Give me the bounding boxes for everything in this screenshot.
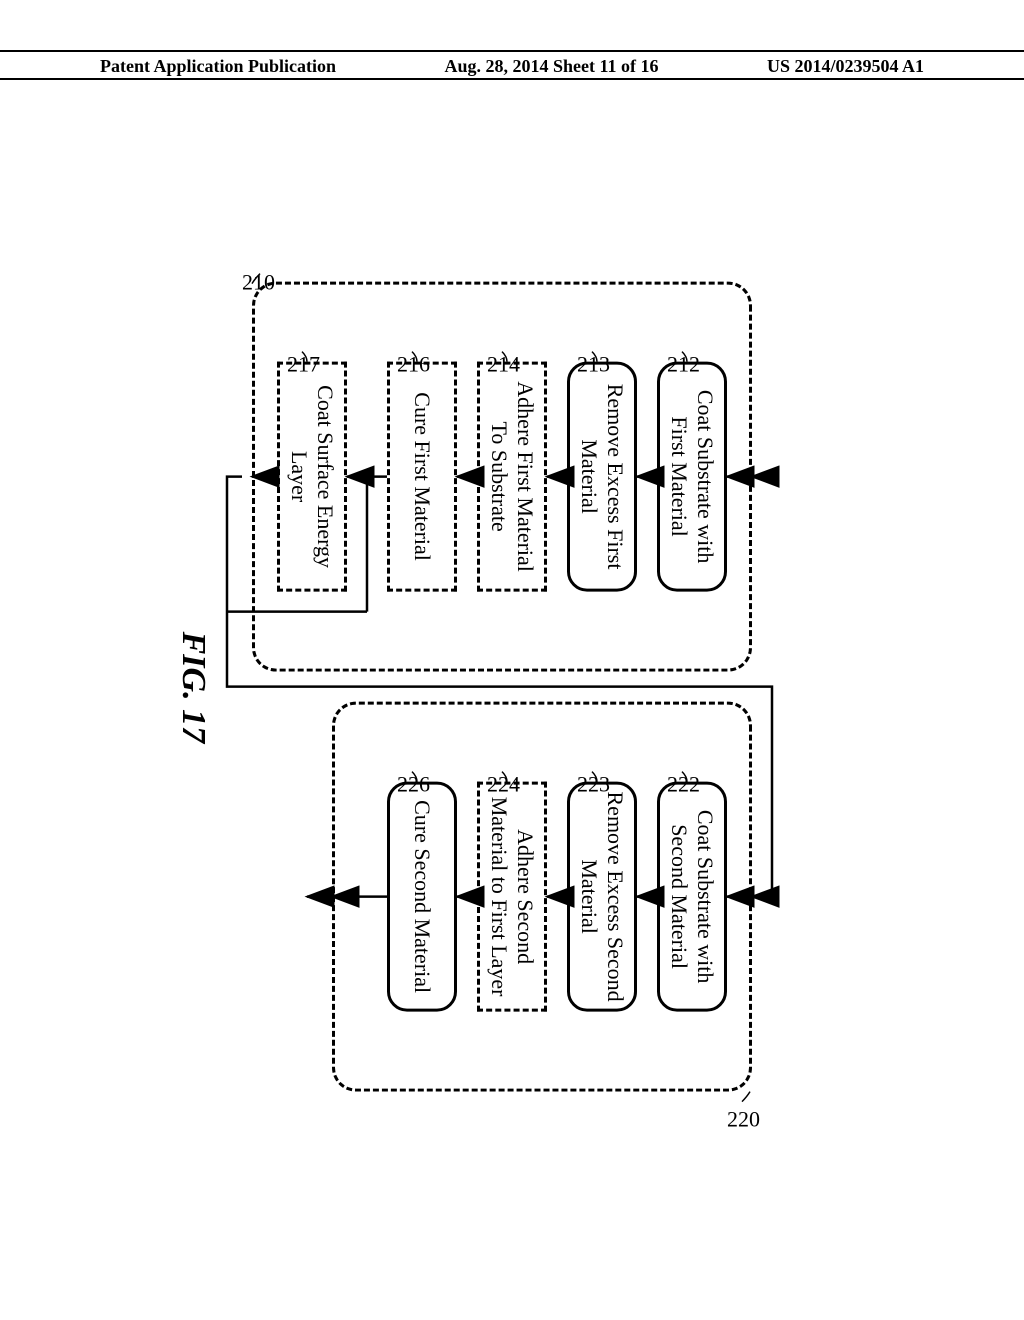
- page: Patent Application Publication Aug. 28, …: [0, 0, 1024, 1320]
- ref-210: 210: [242, 270, 275, 296]
- ref-224: 224: [487, 772, 520, 798]
- box-226: Cure Second Material: [387, 782, 457, 1012]
- diagram-wrap: Coat Substrate with First Material Remov…: [242, 252, 782, 1112]
- box-224: Adhere Second Material to First Layer: [477, 782, 547, 1012]
- ref-214: 214: [487, 352, 520, 378]
- page-header: Patent Application Publication Aug. 28, …: [0, 50, 1024, 77]
- ref-216: 216: [397, 352, 430, 378]
- box-223: Remove Excess Second Material: [567, 782, 637, 1012]
- box-217: Coat Surface Energy Layer: [277, 362, 347, 592]
- header-center: Aug. 28, 2014 Sheet 11 of 16: [444, 56, 658, 77]
- header-left: Patent Application Publication: [100, 56, 336, 77]
- header-rule: [0, 78, 1024, 80]
- ref-226: 226: [397, 772, 430, 798]
- box-213: Remove Excess First Material: [567, 362, 637, 592]
- flowchart: Coat Substrate with First Material Remov…: [242, 252, 782, 1112]
- ref-222: 222: [667, 772, 700, 798]
- ref-212: 212: [667, 352, 700, 378]
- header-right: US 2014/0239504 A1: [767, 56, 924, 77]
- ref-217: 217: [287, 352, 320, 378]
- box-222: Coat Substrate with Second Material: [657, 782, 727, 1012]
- box-212: Coat Substrate with First Material: [657, 362, 727, 592]
- box-214: Adhere First Material To Substrate: [477, 362, 547, 592]
- ref-223: 223: [577, 772, 610, 798]
- ref-220: 220: [727, 1107, 760, 1133]
- figure-caption: FIG. 17: [174, 632, 212, 743]
- box-216: Cure First Material: [387, 362, 457, 592]
- ref-213: 213: [577, 352, 610, 378]
